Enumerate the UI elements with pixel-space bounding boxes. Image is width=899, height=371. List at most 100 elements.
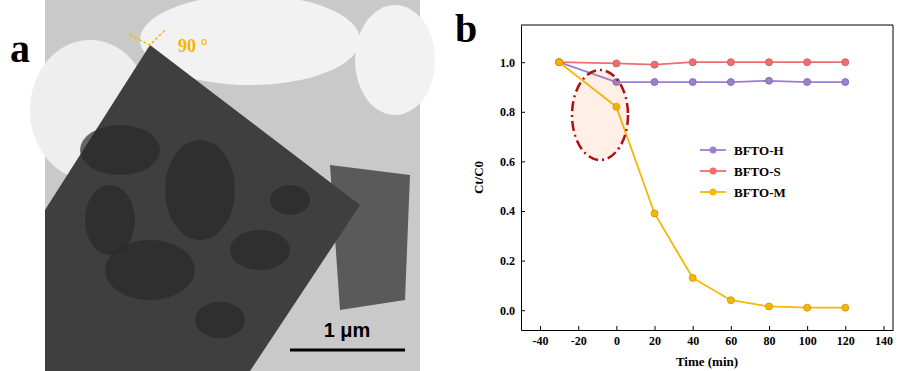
series-marker [766, 59, 773, 66]
series-marker [804, 79, 811, 86]
frame-top [521, 25, 893, 26]
y-tick-mark [521, 211, 525, 212]
x-tick-mark [807, 326, 808, 330]
micrograph-domain [230, 230, 290, 270]
y-tick: 0.2 [500, 254, 525, 268]
y-axis-title: Ct/C0 [471, 161, 486, 194]
x-tick-label: 0 [614, 334, 620, 348]
series-line [559, 62, 845, 64]
angle-label: 90 ° [178, 36, 208, 56]
x-tick-mark [883, 326, 884, 330]
x-tick-mark [731, 326, 732, 330]
x-tick: 60 [725, 326, 737, 348]
micrograph-particle [45, 45, 360, 371]
y-axis: 0.0 0.2 0.4 0.6 0.8 1.0 [500, 26, 525, 331]
legend-marker [710, 168, 717, 175]
x-axis-title: Time (min) [676, 354, 738, 369]
y-tick-label: 0.0 [500, 304, 515, 318]
y-tick-label: 0.6 [500, 155, 515, 169]
micrograph-particle [330, 165, 410, 310]
y-tick-mark [521, 261, 525, 262]
y-tick-label: 1.0 [500, 56, 515, 70]
x-tick: 40 [687, 326, 699, 348]
x-tick: 100 [799, 326, 817, 348]
series-marker [727, 79, 734, 86]
x-tick-label: -20 [571, 334, 587, 348]
y-tick-label: 0.8 [500, 105, 515, 119]
x-tick: 0 [614, 326, 620, 348]
panel-label: a [10, 26, 30, 71]
frame-right [893, 25, 894, 330]
x-tick-label: 20 [649, 334, 661, 348]
x-tick-label: 80 [764, 334, 776, 348]
x-tick-label: 140 [875, 334, 893, 348]
figure: 90 °a1 μmb-40-200204060801001201400.00.2… [0, 0, 899, 371]
x-tick: -40 [533, 326, 549, 348]
micrograph-domain [195, 302, 245, 338]
legend-item: BFTO-S [700, 164, 781, 179]
series-marker [804, 59, 811, 66]
x-tick-mark [693, 326, 694, 330]
legend-marker [710, 147, 717, 154]
x-tick-mark [578, 326, 579, 330]
series-marker [651, 61, 658, 68]
y-tick: 1.0 [500, 56, 525, 70]
panel-label: b [455, 6, 477, 51]
x-tick: 20 [649, 326, 661, 348]
series-marker [689, 59, 696, 66]
legend-label: BFTO-S [734, 164, 781, 179]
highlight-ellipse [572, 70, 628, 160]
y-tick: 0.6 [500, 155, 525, 169]
micrograph-domain [80, 125, 160, 175]
legend-item: BFTO-M [700, 185, 786, 200]
x-tick-mark [655, 326, 656, 330]
x-tick: -20 [571, 326, 587, 348]
series-marker [556, 59, 563, 66]
micrograph-domain [85, 185, 135, 255]
series-marker [727, 59, 734, 66]
x-tick-mark [845, 326, 846, 330]
x-tick-label: -40 [533, 334, 549, 348]
series-marker [842, 59, 849, 66]
legend-label: BFTO-M [734, 185, 786, 200]
x-tick-mark [616, 326, 617, 330]
angle-marker [130, 30, 165, 45]
micrograph-domain [165, 140, 235, 240]
y-tick-label: 0.2 [500, 254, 515, 268]
y-tick-mark [521, 112, 525, 113]
series-line [559, 62, 845, 307]
x-axis-line [522, 330, 894, 331]
y-axis-line [521, 26, 522, 331]
x-tick-mark [540, 326, 541, 330]
x-tick-label: 40 [687, 334, 699, 348]
series-marker [651, 210, 658, 217]
series-marker [651, 79, 658, 86]
series-marker [842, 304, 849, 311]
series-marker [766, 303, 773, 310]
legend-label: BFTO-H [734, 143, 784, 158]
legend-marker [710, 189, 717, 196]
series-marker [804, 304, 811, 311]
micrograph-domain [270, 185, 310, 215]
y-tick: 0.4 [500, 204, 525, 218]
x-tick-label: 100 [799, 334, 817, 348]
x-tick: 120 [837, 326, 855, 348]
series-marker [689, 274, 696, 281]
y-tick-mark [521, 310, 525, 311]
x-axis: -40 -20 0 20 40 60 80 100 120 140 [522, 326, 894, 348]
scale-bar [290, 349, 405, 352]
y-tick-mark [521, 62, 525, 63]
y-tick-label: 0.4 [500, 204, 515, 218]
series-marker [689, 79, 696, 86]
x-tick: 140 [875, 326, 893, 348]
y-tick: 0.0 [500, 304, 525, 318]
series-marker [556, 59, 563, 66]
y-tick-mark [521, 161, 525, 162]
plot-area [556, 59, 849, 311]
x-tick-label: 120 [837, 334, 855, 348]
series-marker [613, 60, 620, 67]
series-marker [842, 79, 849, 86]
x-tick: 80 [764, 326, 776, 348]
micrograph-panel: 90 °a1 μm [10, 0, 435, 371]
series-marker [766, 77, 773, 84]
